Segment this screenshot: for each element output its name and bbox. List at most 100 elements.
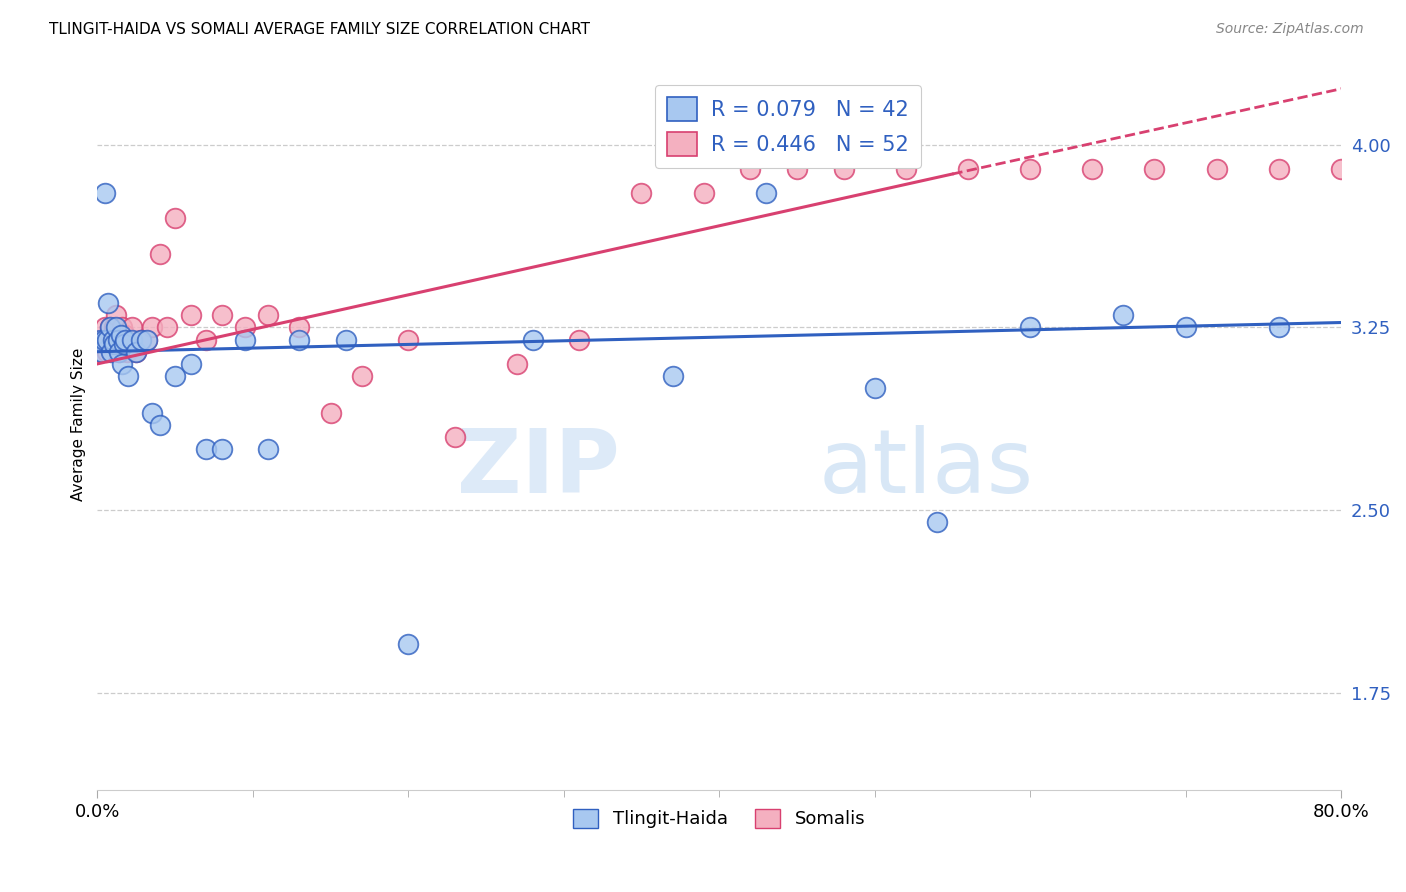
Point: [1143, 162, 1166, 177]
Point: [195, 333, 218, 347]
Point: [1268, 320, 1291, 334]
Point: [786, 162, 808, 177]
Point: [108, 344, 131, 359]
Point: [211, 442, 233, 456]
Point: [103, 320, 125, 334]
Point: [894, 162, 917, 177]
Point: [141, 406, 163, 420]
Point: [108, 344, 131, 359]
Point: [180, 308, 202, 322]
Point: [180, 357, 202, 371]
Point: [98, 320, 121, 334]
Point: [94, 186, 117, 201]
Point: [107, 333, 129, 347]
Point: [1019, 320, 1042, 334]
Point: [863, 381, 886, 395]
Point: [105, 308, 128, 322]
Point: [1268, 162, 1291, 177]
Point: [129, 333, 152, 347]
Point: [568, 333, 591, 347]
Point: [740, 162, 762, 177]
Point: [112, 337, 135, 351]
Point: [111, 320, 134, 334]
Point: [755, 186, 778, 201]
Point: [1081, 162, 1104, 177]
Point: [112, 337, 135, 351]
Point: [94, 320, 117, 334]
Point: [233, 320, 256, 334]
Point: [832, 162, 855, 177]
Text: TLINGIT-HAIDA VS SOMALI AVERAGE FAMILY SIZE CORRELATION CHART: TLINGIT-HAIDA VS SOMALI AVERAGE FAMILY S…: [49, 22, 591, 37]
Point: [1019, 162, 1042, 177]
Point: [148, 417, 170, 432]
Point: [444, 430, 467, 444]
Point: [396, 333, 419, 347]
Point: [148, 247, 170, 261]
Point: [506, 357, 529, 371]
Point: [105, 320, 128, 334]
Point: [1205, 162, 1227, 177]
Text: Source: ZipAtlas.com: Source: ZipAtlas.com: [1216, 22, 1364, 37]
Text: atlas: atlas: [818, 425, 1033, 512]
Point: [89, 344, 111, 359]
Point: [98, 320, 121, 334]
Point: [117, 369, 139, 384]
Point: [136, 333, 159, 347]
Point: [117, 333, 139, 347]
Point: [288, 333, 311, 347]
Point: [195, 442, 218, 456]
Point: [233, 333, 256, 347]
Point: [96, 333, 118, 347]
Point: [165, 369, 187, 384]
Point: [335, 333, 357, 347]
Point: [125, 344, 148, 359]
Point: [630, 186, 652, 201]
Point: [97, 333, 120, 347]
Point: [114, 327, 136, 342]
Point: [115, 344, 138, 359]
Point: [121, 320, 143, 334]
Point: [165, 211, 187, 225]
Point: [111, 357, 134, 371]
Point: [1112, 308, 1135, 322]
Point: [129, 333, 152, 347]
Y-axis label: Average Family Size: Average Family Size: [72, 348, 86, 501]
Point: [319, 406, 342, 420]
Point: [125, 344, 148, 359]
Point: [110, 327, 132, 342]
Point: [91, 344, 114, 359]
Point: [97, 296, 120, 310]
Point: [257, 442, 280, 456]
Point: [107, 333, 129, 347]
Point: [91, 333, 114, 347]
Point: [396, 637, 419, 651]
Point: [101, 333, 124, 347]
Point: [103, 337, 125, 351]
Point: [661, 369, 683, 384]
Point: [89, 333, 111, 347]
Point: [110, 333, 132, 347]
Point: [1174, 320, 1197, 334]
Point: [96, 344, 118, 359]
Point: [257, 308, 280, 322]
Point: [93, 333, 115, 347]
Point: [956, 162, 979, 177]
Point: [101, 333, 124, 347]
Point: [350, 369, 373, 384]
Point: [121, 333, 143, 347]
Point: [156, 320, 179, 334]
Point: [522, 333, 544, 347]
Point: [114, 333, 136, 347]
Point: [692, 186, 714, 201]
Point: [925, 515, 948, 529]
Legend: Tlingit-Haida, Somalis: Tlingit-Haida, Somalis: [565, 802, 873, 836]
Point: [211, 308, 233, 322]
Point: [100, 333, 122, 347]
Point: [93, 333, 115, 347]
Text: ZIP: ZIP: [457, 425, 620, 512]
Point: [141, 320, 163, 334]
Point: [288, 320, 311, 334]
Point: [100, 344, 122, 359]
Point: [136, 333, 159, 347]
Point: [1330, 162, 1353, 177]
